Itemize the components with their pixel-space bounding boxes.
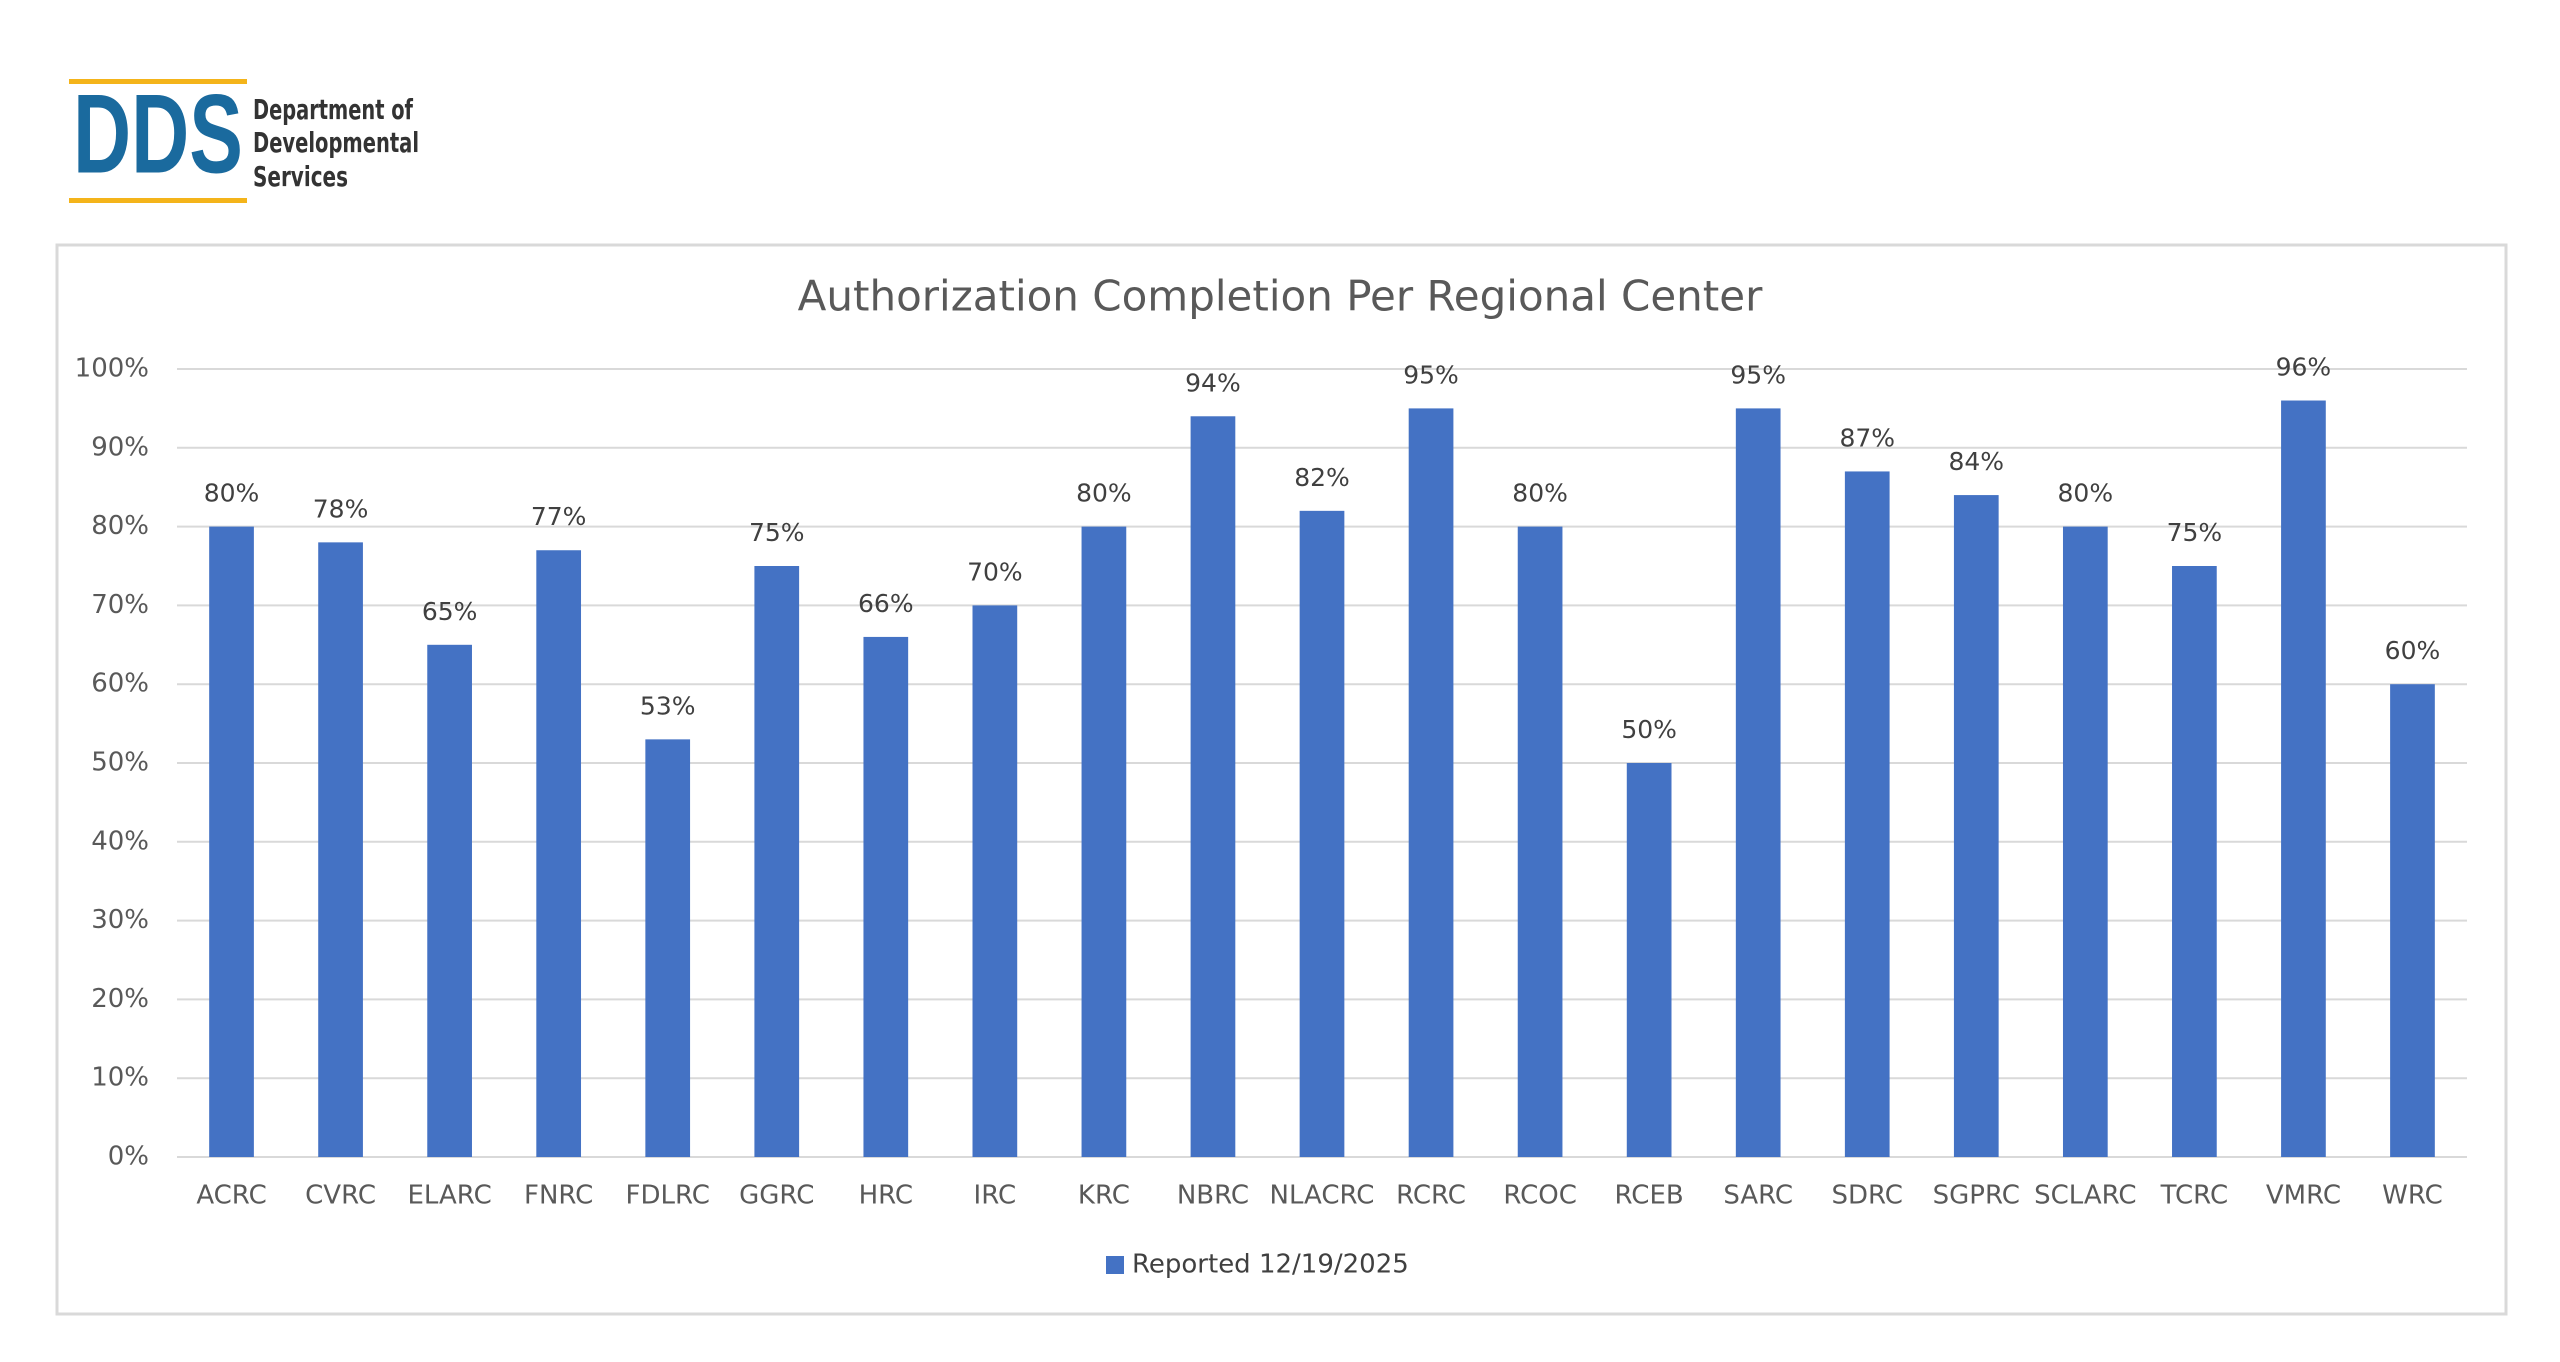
x-tick-label: CVRC <box>305 1181 376 1211</box>
chart-title: Authorization Completion Per Regional Ce… <box>798 272 1763 321</box>
y-tick-label: 100% <box>75 354 149 384</box>
y-tick-label: 10% <box>91 1063 149 1093</box>
data-label: 87% <box>1839 423 1895 452</box>
data-label: 78% <box>313 494 369 523</box>
data-label: 84% <box>1948 447 2004 476</box>
logo-text: Developmental <box>253 126 419 159</box>
bar <box>318 542 363 1157</box>
logo-mark: DDS <box>73 72 243 197</box>
bar <box>2390 684 2435 1157</box>
logo-text: Department of <box>253 93 414 126</box>
bar <box>2281 400 2326 1157</box>
x-tick-label: SARC <box>1723 1181 1793 1211</box>
bar <box>1081 526 1127 1157</box>
legend-swatch <box>1106 1256 1124 1274</box>
x-tick-label: NBRC <box>1177 1181 1249 1211</box>
y-tick-label: 20% <box>91 984 149 1014</box>
bar <box>1299 510 1345 1158</box>
y-tick-label: 30% <box>91 905 149 935</box>
x-tick-label: SGPRC <box>1933 1181 2020 1211</box>
x-tick-label: IRC <box>974 1181 1017 1211</box>
data-label: 80% <box>204 479 260 508</box>
data-label: 53% <box>640 691 696 720</box>
y-tick-label: 70% <box>91 590 149 620</box>
y-tick-label: 50% <box>91 748 149 778</box>
x-tick-label: SDRC <box>1832 1181 1903 1211</box>
data-label: 65% <box>422 597 478 626</box>
data-label: 66% <box>858 589 914 618</box>
x-tick-label: SCLARC <box>2034 1181 2136 1211</box>
legend-label: Reported 12/19/2025 <box>1132 1250 1409 1280</box>
bar <box>1953 495 1999 1158</box>
y-tick-label: 0% <box>108 1142 149 1172</box>
bar <box>209 526 254 1157</box>
bar <box>427 644 472 1157</box>
x-tick-label: RCRC <box>1396 1181 1466 1211</box>
data-label: 95% <box>1730 360 1786 389</box>
bar <box>2062 526 2108 1157</box>
logo-bar <box>69 79 247 84</box>
x-tick-label: ACRC <box>196 1181 266 1211</box>
bar <box>536 550 582 1157</box>
x-tick-label: FNRC <box>524 1181 593 1211</box>
x-tick-label: ELARC <box>408 1181 492 1211</box>
y-tick-label: 60% <box>91 669 149 699</box>
x-tick-label: VMRC <box>2266 1181 2341 1211</box>
logo-text: Services <box>253 160 348 193</box>
data-label: 75% <box>2167 518 2223 547</box>
data-label: 80% <box>1076 479 1132 508</box>
logo-bar <box>69 198 247 203</box>
data-label: 94% <box>1185 368 1241 397</box>
data-label: 70% <box>967 557 1023 586</box>
bar <box>2172 566 2217 1157</box>
x-tick-label: RCOC <box>1503 1181 1577 1211</box>
data-label: 95% <box>1403 360 1459 389</box>
x-tick-label: HRC <box>859 1181 913 1211</box>
data-label: 96% <box>2276 353 2332 382</box>
x-tick-label: KRC <box>1078 1181 1130 1211</box>
bar <box>972 605 1018 1157</box>
bar <box>1517 526 1563 1157</box>
x-tick-label: NLACRC <box>1270 1181 1375 1211</box>
bar <box>1844 471 1890 1157</box>
y-tick-label: 90% <box>91 432 149 462</box>
y-tick-label: 80% <box>91 511 149 541</box>
chart-frame <box>55 243 2508 1316</box>
data-label: 50% <box>1621 715 1677 744</box>
x-tick-label: GGRC <box>739 1181 814 1211</box>
bar <box>1626 763 1672 1157</box>
x-tick-label: WRC <box>2382 1181 2443 1211</box>
bar <box>754 566 800 1157</box>
bar <box>645 739 691 1157</box>
bar <box>1190 416 1236 1157</box>
data-label: 82% <box>1294 463 1350 492</box>
x-tick-label: TCRC <box>2160 1181 2228 1211</box>
y-tick-label: 40% <box>91 826 149 856</box>
data-label: 75% <box>749 518 805 547</box>
bar <box>863 636 909 1157</box>
data-label: 80% <box>1512 479 1568 508</box>
x-tick-label: FDLRC <box>626 1181 710 1211</box>
bar <box>1408 408 1454 1157</box>
bar <box>1735 408 1781 1157</box>
data-label: 80% <box>2058 479 2114 508</box>
data-label: 60% <box>2385 636 2441 665</box>
x-tick-label: RCEB <box>1615 1181 1684 1211</box>
data-label: 77% <box>531 502 587 531</box>
